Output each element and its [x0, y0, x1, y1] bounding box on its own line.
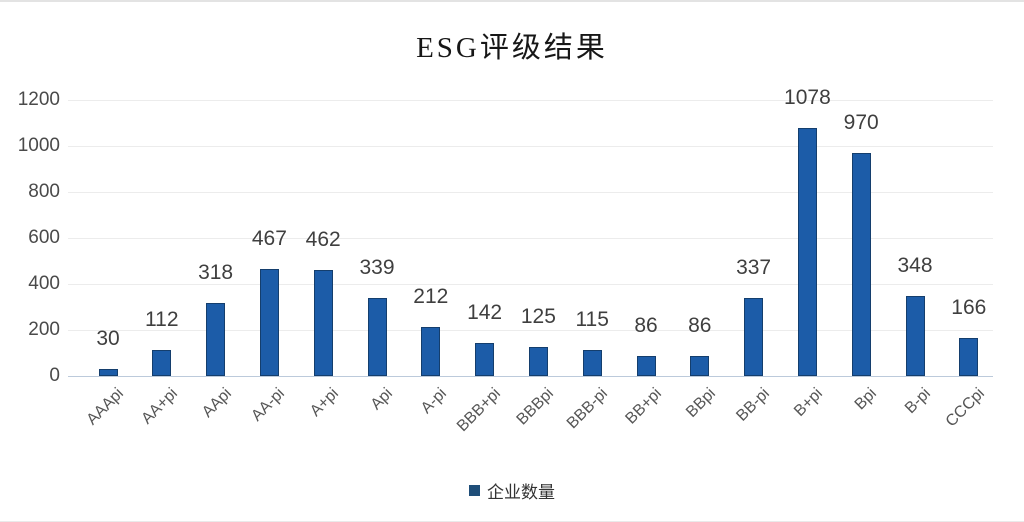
bar-value-label: 348 [897, 253, 933, 277]
bar-value-label: 166 [951, 295, 987, 319]
x-axis-category-label: A+pi [307, 385, 343, 420]
x-axis-category-label: AA-pi [248, 385, 289, 425]
x-axis-line [68, 376, 993, 377]
y-axis-tick-label: 200 [28, 319, 60, 340]
bar [528, 347, 548, 376]
legend-marker-icon [469, 485, 480, 496]
x-axis-category-label: Api [367, 385, 397, 414]
bar-value-label: 1078 [784, 86, 831, 110]
bar [367, 298, 387, 376]
bar [744, 298, 764, 376]
bar [259, 268, 279, 376]
gridline [68, 100, 993, 101]
x-axis-category-label: AAApi [83, 385, 128, 429]
x-axis-category-label: BBB-pi [563, 385, 612, 433]
bar [152, 350, 172, 376]
bar-value-label: 337 [736, 256, 772, 280]
gridline [68, 146, 993, 147]
gridline [68, 238, 993, 239]
x-axis-category-label: A-pi [417, 385, 450, 418]
bar [636, 356, 656, 376]
bar-value-label: 970 [843, 110, 879, 134]
bar [851, 152, 871, 376]
x-axis-category-label: BBB+pi [453, 385, 504, 436]
x-axis-category-label: B-pi [901, 385, 935, 418]
x-axis-category-label: AApi [198, 385, 235, 421]
bar [582, 349, 602, 376]
bar-value-label: 467 [251, 226, 287, 250]
x-axis-category-label: BBBpi [513, 385, 558, 429]
x-axis-category-label: CCCpi [942, 385, 988, 431]
bar-value-label: 212 [413, 285, 449, 309]
bar [206, 302, 226, 376]
legend: 企业数量 [0, 478, 1024, 503]
x-axis-category-label: BBpi [682, 385, 719, 421]
bar-value-label: 86 [688, 314, 712, 338]
gridline [68, 192, 993, 193]
bar-value-label: 462 [305, 227, 341, 251]
bar [421, 327, 441, 376]
gridline [68, 330, 993, 331]
y-axis-tick-label: 800 [28, 181, 60, 202]
bar [797, 128, 817, 376]
bar [959, 337, 979, 376]
x-axis-category-label: Bpi [851, 385, 881, 414]
x-axis-category-label: AA+pi [138, 385, 181, 428]
x-axis-category-label: BB-pi [732, 385, 773, 425]
x-axis-category-label: BB+pi [622, 385, 666, 428]
y-axis-tick-label: 1200 [17, 89, 60, 110]
y-axis-tick-label: 400 [28, 273, 60, 294]
bar [313, 269, 333, 376]
bar-value-label: 86 [634, 314, 658, 338]
y-axis-tick-label: 1000 [17, 135, 60, 156]
bar-value-label: 142 [467, 301, 503, 325]
bar-value-label: 125 [520, 305, 556, 329]
bar-value-label: 112 [145, 308, 179, 332]
legend-series-label: 企业数量 [487, 483, 555, 502]
chart-title: ESG评级结果 [416, 32, 608, 64]
y-axis-tick-label: 0 [49, 365, 60, 386]
bar [690, 356, 710, 376]
bar [98, 369, 118, 376]
x-axis-category-label: B+pi [791, 385, 827, 420]
bar-value-label: 115 [575, 307, 609, 331]
bar-value-label: 30 [96, 327, 120, 351]
bar-value-label: 339 [359, 256, 395, 280]
y-axis-tick-label: 600 [28, 227, 60, 248]
bar [475, 343, 495, 376]
bar [905, 295, 925, 376]
gridline [68, 284, 993, 285]
bar-value-label: 318 [198, 260, 234, 284]
